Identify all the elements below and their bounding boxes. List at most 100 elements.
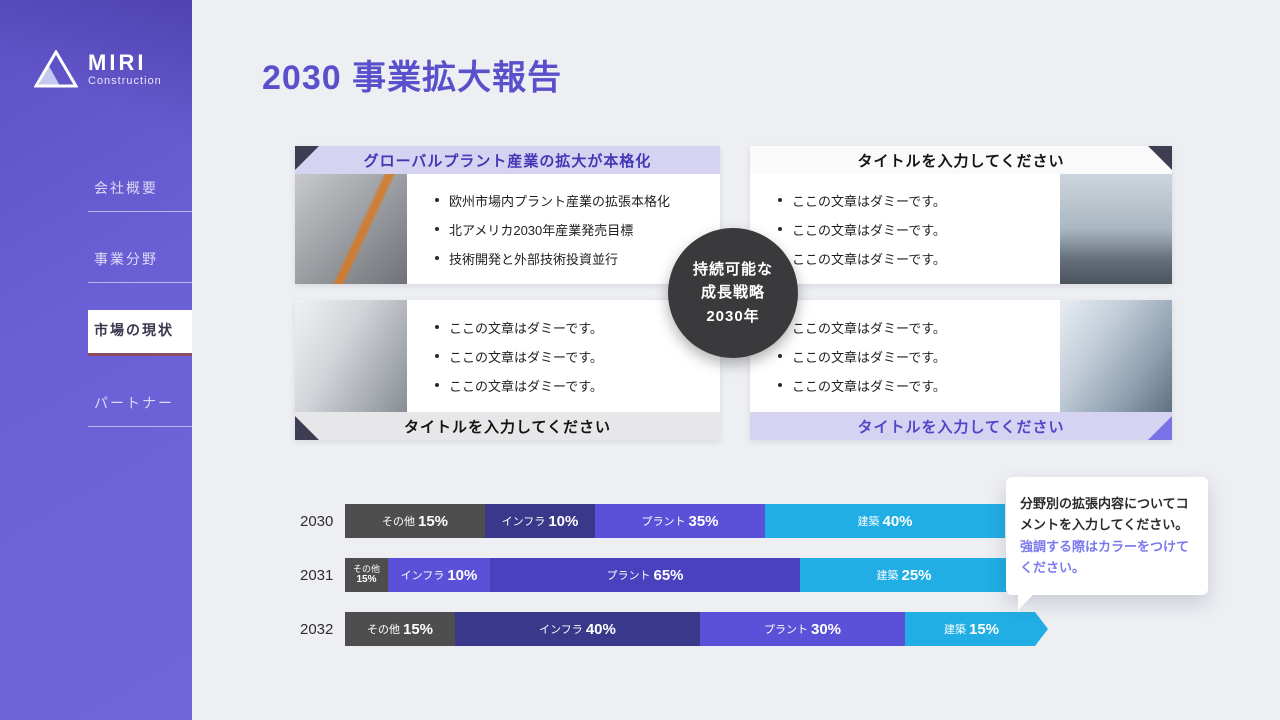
- card-body: ここの文章はダミーです。 ここの文章はダミーです。 ここの文章はダミーです。: [295, 300, 720, 412]
- card-title-bar: タイトルを入力してください: [750, 146, 1172, 174]
- logo: MIRI Construction: [33, 49, 162, 88]
- card-title: グローバルプラント産業の拡大が本格化: [363, 152, 652, 170]
- bullet-list: ここの文章はダミーです。 ここの文章はダミーです。 ここの文章はダミーです。: [407, 300, 720, 412]
- chart-row: 2032 その他 15% インフラ 40% プラント 30% 建築 15%: [300, 612, 1048, 646]
- sidebar-item-partners[interactable]: パートナー: [88, 383, 192, 427]
- sustainability-badge: 持続可能な 成長戦略 2030年: [668, 228, 798, 358]
- sidebar-item-business-fields[interactable]: 事業分野: [88, 239, 192, 283]
- segment-percent-label: 40%: [585, 620, 616, 638]
- photo-cleanroom-worker: [295, 300, 407, 412]
- stacked-bar: その他 15% インフラ 40% プラント 30% 建築 15%: [345, 612, 1048, 646]
- sidebar-corner-decoration: [0, 0, 192, 150]
- sidebar-item-label: 市場の現状: [94, 322, 174, 338]
- badge-line: 成長戦略: [700, 284, 765, 302]
- card-title: タイトルを入力してください: [857, 152, 1065, 170]
- logo-triangle-icon: [33, 49, 79, 88]
- card-title: タイトルを入力してください: [857, 418, 1065, 436]
- segment-percent-label: 40%: [882, 512, 913, 530]
- page-title: 2030 事業拡大報告: [262, 59, 563, 97]
- segment-name-label: 建築: [876, 570, 899, 582]
- bullet-item: ここの文章はダミーです。: [435, 347, 712, 366]
- segment-name-label: インフラ: [400, 570, 445, 582]
- bullet-item: ここの文章はダミーです。: [778, 318, 1052, 337]
- segment-name-label: プラント: [641, 516, 686, 528]
- bullet-list: ここの文章はダミーです。 ここの文章はダミーです。 ここの文章はダミーです。: [750, 174, 1060, 284]
- segment-name-label: 建築: [857, 516, 880, 528]
- corner-accent-icon: [1148, 416, 1172, 440]
- logo-text: MIRI Construction: [88, 49, 162, 88]
- bar-segment-インフラ: インフラ 40%: [455, 612, 700, 646]
- bar-segment-建築: 建築 25%: [800, 558, 1008, 592]
- photo-power-plant: [1060, 174, 1172, 284]
- segment-percent-label: 10%: [447, 566, 478, 584]
- card-body: ここの文章はダミーです。 ここの文章はダミーです。 ここの文章はダミーです。: [750, 174, 1172, 284]
- corner-accent-icon: [295, 416, 319, 440]
- segment-percent-label: 65%: [653, 566, 684, 584]
- logo-title: MIRI: [88, 49, 147, 75]
- bullet-item: 技術開発と外部技術投資並行: [435, 249, 712, 268]
- bubble-tail-icon: [1018, 593, 1034, 610]
- bar-segment-その他: その他 15%: [345, 558, 388, 592]
- bar-segment-その他: その他 15%: [345, 612, 455, 646]
- bullet-item: ここの文章はダミーです。: [778, 220, 1052, 239]
- sidebar-item-company-overview[interactable]: 会社概要: [88, 168, 192, 212]
- card-title-bar: タイトルを入力してください: [295, 412, 720, 440]
- corner-accent-icon: [1148, 146, 1172, 170]
- sidebar-nav: 会社概要 事業分野 市場の現状 パートナー: [0, 168, 192, 454]
- segment-percent-label: 15%: [968, 620, 1000, 638]
- segment-percent-label: 15%: [356, 574, 377, 586]
- badge-line: 2030年: [706, 307, 760, 325]
- chart-year-label: 2031: [300, 566, 334, 584]
- sidebar-item-label: 事業分野: [94, 251, 158, 267]
- comment-text: 分野別の拡張内容についてコメントを入力してください。: [1020, 496, 1189, 533]
- chart-row: 2030 その他 15% インフラ 10% プラント 35% 建築 40%: [300, 504, 1048, 538]
- bar-segment-プラント: プラント 30%: [700, 612, 905, 646]
- bullet-item: 北アメリカ2030年産業発売目標: [435, 220, 712, 239]
- segment-name-label: プラント: [763, 624, 808, 636]
- bullet-item: ここの文章はダミーです。: [435, 376, 712, 395]
- expansion-chart: 2030 その他 15% インフラ 10% プラント 35% 建築 40% 2031 その他 15% イ…: [300, 504, 1048, 666]
- segment-name-label: その他: [381, 516, 415, 528]
- bar-segment-建築: 建築 15%: [905, 612, 1048, 646]
- chart-row: 2031 その他 15% インフラ 10% プラント 65% 建築 25%: [300, 558, 1048, 592]
- sidebar: MIRI Construction 会社概要 事業分野 市場の現状 パートナー: [0, 0, 192, 720]
- corner-accent-icon: [295, 146, 319, 170]
- comment-highlight: 強調する際はカラーをつけてください。: [1020, 538, 1190, 576]
- segment-name-label: インフラ: [501, 516, 546, 528]
- card-title: タイトルを入力してください: [403, 418, 612, 436]
- chart-year-label: 2032: [300, 620, 334, 638]
- card-title-placeholder-top-right: タイトルを入力してください ここの文章はダミーです。 ここの文章はダミーです。 …: [750, 146, 1172, 284]
- bar-segment-建築: 建築 40%: [765, 504, 1005, 538]
- sidebar-item-label: 会社概要: [94, 180, 158, 196]
- card-body: ここの文章はダミーです。 ここの文章はダミーです。 ここの文章はダミーです。: [750, 300, 1172, 412]
- segment-name-label: その他: [366, 624, 400, 636]
- bar-segment-その他: その他 15%: [345, 504, 485, 538]
- segment-name-label: 建築: [943, 624, 966, 636]
- card-global-plant-expansion: グローバルプラント産業の拡大が本格化 欧州市場内プラント産業の拡張本格化 北アメ…: [295, 146, 720, 284]
- segment-name-label: プラント: [606, 570, 651, 582]
- segment-percent-label: 25%: [901, 566, 932, 584]
- bullet-item: 欧州市場内プラント産業の拡張本格化: [435, 191, 712, 210]
- logo-subtitle: Construction: [88, 75, 162, 88]
- card-body: 欧州市場内プラント産業の拡張本格化 北アメリカ2030年産業発売目標 技術開発と…: [295, 174, 720, 284]
- badge-line: 持続可能な: [692, 261, 773, 279]
- card-title-placeholder-bottom-left: ここの文章はダミーです。 ここの文章はダミーです。 ここの文章はダミーです。 タ…: [295, 300, 720, 440]
- bullet-item: ここの文章はダミーです。: [435, 318, 712, 337]
- bullet-list: 欧州市場内プラント産業の拡張本格化 北アメリカ2030年産業発売目標 技術開発と…: [407, 174, 720, 284]
- bullet-item: ここの文章はダミーです。: [778, 376, 1052, 395]
- segment-percent-label: 15%: [417, 512, 449, 530]
- sidebar-item-market-status[interactable]: 市場の現状: [88, 310, 192, 356]
- bullet-item: ここの文章はダミーです。: [778, 191, 1052, 210]
- card-title-bar: タイトルを入力してください: [750, 412, 1172, 440]
- bar-segment-インフラ: インフラ 10%: [485, 504, 595, 538]
- segment-percent-label: 10%: [548, 512, 579, 530]
- bullet-item: ここの文章はダミーです。: [778, 249, 1052, 268]
- stacked-bar: その他 15% インフラ 10% プラント 65% 建築 25%: [345, 558, 1008, 592]
- segment-name-label: その他: [352, 563, 380, 574]
- sidebar-item-label: パートナー: [94, 395, 174, 411]
- bar-segment-プラント: プラント 65%: [490, 558, 800, 592]
- photo-factory-worker: [295, 174, 407, 284]
- photo-robotic-arm: [1060, 300, 1172, 412]
- bullet-list: ここの文章はダミーです。 ここの文章はダミーです。 ここの文章はダミーです。: [750, 300, 1060, 412]
